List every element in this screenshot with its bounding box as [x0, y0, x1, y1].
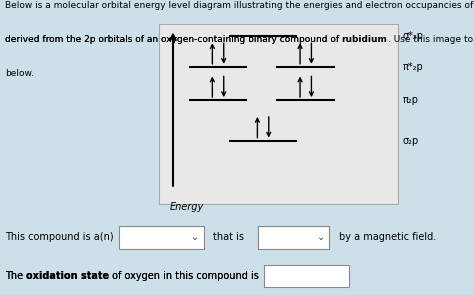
Text: π₂p: π₂p: [403, 95, 419, 105]
Text: that is: that is: [213, 232, 244, 242]
Text: rubidium: rubidium: [342, 35, 388, 45]
FancyBboxPatch shape: [264, 265, 349, 287]
FancyBboxPatch shape: [258, 227, 329, 248]
FancyBboxPatch shape: [118, 227, 204, 248]
Text: ⌄: ⌄: [191, 232, 199, 242]
Text: The: The: [5, 271, 26, 281]
Text: derived from the 2p orbitals of an oxygen-containing binary compound of: derived from the 2p orbitals of an oxyge…: [5, 35, 342, 45]
Text: This compound is a(n): This compound is a(n): [5, 232, 113, 242]
Text: of oxygen in this compound is: of oxygen in this compound is: [109, 271, 259, 281]
Text: ⌄: ⌄: [317, 232, 325, 242]
FancyBboxPatch shape: [159, 24, 398, 204]
Text: Below is a molecular orbital energy level diagram illustrating the energies and : Below is a molecular orbital energy leve…: [5, 1, 474, 11]
Text: oxidation state: oxidation state: [26, 271, 109, 281]
Text: below.: below.: [5, 69, 34, 78]
Text: oxidation state: oxidation state: [26, 271, 109, 281]
Text: π*₂p: π*₂p: [403, 62, 424, 72]
Text: derived from the 2p orbitals of an oxygen-containing binary compound of: derived from the 2p orbitals of an oxyge…: [5, 35, 342, 45]
Text: The: The: [5, 271, 26, 281]
Text: Energy: Energy: [170, 202, 204, 212]
Text: of oxygen in this compound is: of oxygen in this compound is: [109, 271, 259, 281]
Text: by a magnetic field.: by a magnetic field.: [339, 232, 436, 242]
Text: σ₂p: σ₂p: [403, 136, 419, 145]
Text: σ*₂p: σ*₂p: [403, 31, 424, 41]
Text: . Use this image to answer to questions: . Use this image to answer to questions: [388, 35, 474, 45]
